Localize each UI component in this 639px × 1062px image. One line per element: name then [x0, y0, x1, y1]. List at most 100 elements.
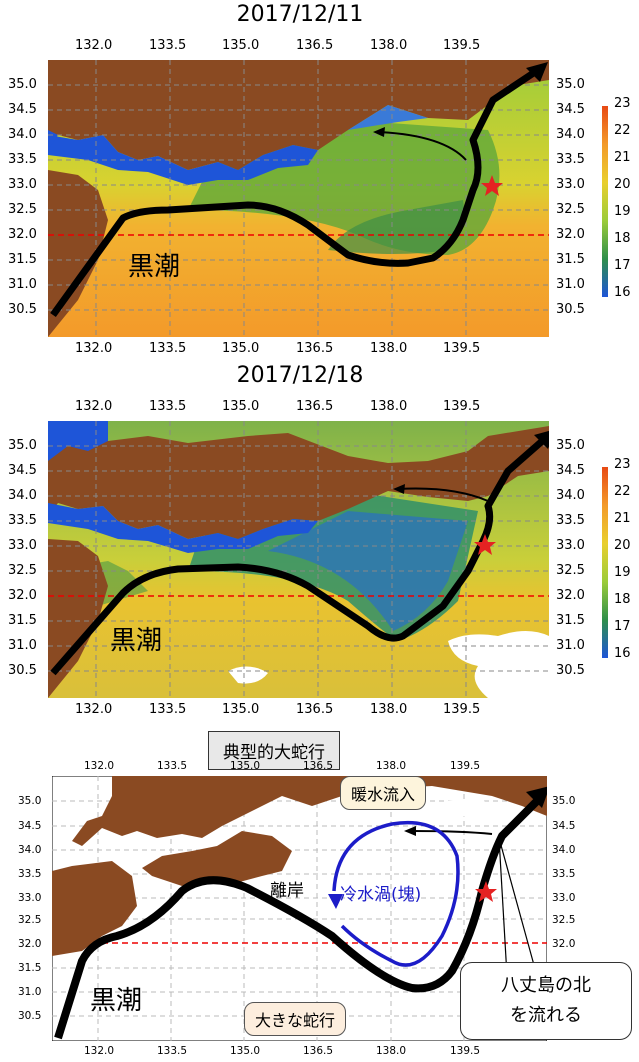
panel2-xtick-bottom: 139.5 — [443, 702, 481, 717]
panel2-ytick-right: 34.0 — [556, 488, 585, 503]
panel2-xtick-top: 136.5 — [296, 399, 334, 414]
colorbar-tick: 22 — [614, 484, 631, 499]
panel2-colorbar — [602, 467, 608, 658]
panel1-ytick: 34.0 — [8, 127, 37, 142]
schematic-ytick-right: 34.0 — [552, 844, 576, 856]
panel1-ytick: 32.5 — [8, 202, 37, 217]
panel1-xtick-top: 138.0 — [370, 38, 408, 53]
schematic-ytick: 34.5 — [18, 820, 42, 832]
panel2-ytick-right: 33.5 — [556, 513, 585, 528]
colorbar-tick: 16 — [614, 285, 631, 300]
panel2-ytick-right: 33.0 — [556, 538, 585, 553]
schematic-xtick-top: 135.0 — [230, 760, 261, 772]
panel2-xtick-top: 132.0 — [75, 399, 113, 414]
schematic-ytick: 33.0 — [18, 892, 42, 904]
colorbar-tick: 18 — [614, 592, 631, 607]
panel1-xtick-top: 132.0 — [75, 38, 113, 53]
panel1-ytick-right: 32.5 — [556, 202, 585, 217]
colorbar-tick: 23 — [614, 457, 631, 472]
hachijo-callout: 八丈島の北 を流れる — [460, 962, 632, 1040]
panel1-ytick: 31.5 — [8, 252, 37, 267]
panel1-xtick-top: 139.5 — [443, 38, 481, 53]
colorbar-tick: 17 — [614, 619, 631, 634]
schematic-ytick: 34.0 — [18, 844, 42, 856]
panel2-ytick-right: 32.5 — [556, 563, 585, 578]
cold-eddy-label: 冷水渦(塊) — [340, 885, 422, 905]
colorbar-tick: 20 — [614, 538, 631, 553]
panel1-xtick-top: 136.5 — [296, 38, 334, 53]
schematic-ytick: 32.0 — [18, 938, 42, 950]
panel1-ytick: 35.0 — [8, 77, 37, 92]
panel1-xtick-bottom: 132.0 — [75, 341, 113, 356]
panel2-xtick-top: 139.5 — [443, 399, 481, 414]
panel2-xtick-bottom: 136.5 — [296, 702, 334, 717]
panel1-ytick-right: 34.5 — [556, 102, 585, 117]
panel2-xtick-bottom: 135.0 — [222, 702, 260, 717]
panel2-ytick: 32.5 — [8, 563, 37, 578]
schematic-ytick: 31.0 — [18, 986, 42, 998]
panel2-ytick: 35.0 — [8, 438, 37, 453]
schematic-ytick: 31.5 — [18, 962, 42, 974]
panel1-xtick-top: 133.5 — [149, 38, 187, 53]
panel1-ytick-right: 31.0 — [556, 277, 585, 292]
panel2-date-title: 2017/12/18 — [236, 363, 364, 388]
warm-inflow-label: 暖水流入 — [340, 776, 427, 810]
schematic-xtick-bottom: 133.5 — [157, 1045, 188, 1057]
big-meander-label: 大きな蛇行 — [244, 1002, 347, 1036]
panel1-xtick-top: 135.0 — [222, 38, 260, 53]
offshore-label: 離岸 — [270, 881, 304, 901]
panel2-ytick: 34.0 — [8, 488, 37, 503]
panel1-kuroshio-label: 黒潮 — [128, 252, 181, 282]
panel1-date-title: 2017/12/11 — [236, 2, 364, 27]
panel1-xtick-bottom: 135.0 — [222, 341, 260, 356]
colorbar-tick: 21 — [614, 511, 631, 526]
panel2-ytick-right: 31.5 — [556, 613, 585, 628]
schematic-xtick-top: 132.0 — [84, 760, 115, 772]
panel1-xtick-bottom: 136.5 — [296, 341, 334, 356]
colorbar-tick: 23 — [614, 96, 631, 111]
panel1-colorbar — [602, 106, 608, 297]
panel2-ytick: 32.0 — [8, 588, 37, 603]
panel2-xtick-bottom: 138.0 — [370, 702, 408, 717]
colorbar-tick: 16 — [614, 646, 631, 661]
schematic-ytick: 33.5 — [18, 868, 42, 880]
panel2-ytick-right: 35.0 — [556, 438, 585, 453]
panel1-ytick-right: 32.0 — [556, 227, 585, 242]
panel1-sst-map — [48, 60, 549, 337]
colorbar-tick: 17 — [614, 258, 631, 273]
schematic-xtick-top: 136.5 — [303, 760, 334, 772]
panel1-ytick-right: 34.0 — [556, 127, 585, 142]
colorbar-tick: 19 — [614, 565, 631, 580]
panel1-xtick-bottom: 138.0 — [370, 341, 408, 356]
panel1-ytick-right: 33.5 — [556, 152, 585, 167]
colorbar-tick: 21 — [614, 150, 631, 165]
schematic-ytick-right: 33.5 — [552, 868, 576, 880]
panel1-ytick-right: 33.0 — [556, 177, 585, 192]
panel2-xtick-top: 133.5 — [149, 399, 187, 414]
schematic-title: 典型的大蛇行 — [208, 731, 340, 770]
panel1-xtick-bottom: 139.5 — [443, 341, 481, 356]
panel2-ytick-right: 34.5 — [556, 463, 585, 478]
panel1-ytick-right: 30.5 — [556, 302, 585, 317]
colorbar-tick: 20 — [614, 177, 631, 192]
panel1-ytick: 32.0 — [8, 227, 37, 242]
panel1-ytick-right: 31.5 — [556, 252, 585, 267]
hachijo-callout-line1: 八丈島の北 — [501, 975, 591, 996]
panel2-xtick-top: 138.0 — [370, 399, 408, 414]
panel2-ytick: 34.5 — [8, 463, 37, 478]
schematic-ytick-right: 33.0 — [552, 892, 576, 904]
colorbar-tick: 18 — [614, 231, 631, 246]
schematic-xtick-bottom: 138.0 — [376, 1045, 407, 1057]
panel2-ytick-right: 32.0 — [556, 588, 585, 603]
schematic-xtick-bottom: 135.0 — [230, 1045, 261, 1057]
colorbar-tick: 19 — [614, 204, 631, 219]
panel1-ytick: 33.5 — [8, 152, 37, 167]
panel2-sst-map — [48, 421, 549, 698]
schematic-ytick-right: 35.0 — [552, 795, 576, 807]
schematic-xtick-top: 138.0 — [376, 760, 407, 772]
panel2-xtick-bottom: 133.5 — [149, 702, 187, 717]
panel1-ytick: 30.5 — [8, 302, 37, 317]
panel2-ytick: 31.0 — [8, 638, 37, 653]
panel1-ytick: 34.5 — [8, 102, 37, 117]
schematic-ytick: 35.0 — [18, 795, 42, 807]
